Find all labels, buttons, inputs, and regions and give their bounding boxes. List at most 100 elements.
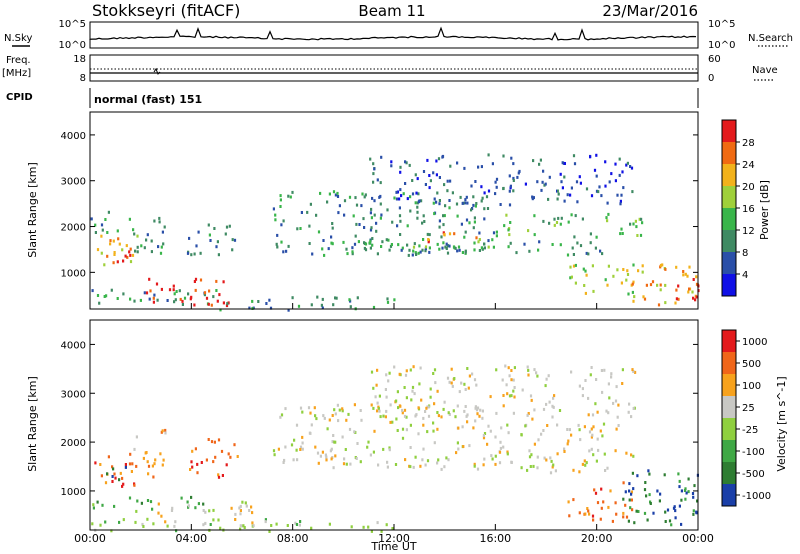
scatter-cell (545, 377, 548, 381)
scatter-cell (433, 212, 436, 216)
colorbar-swatch (722, 186, 736, 208)
scatter-cell (533, 442, 536, 446)
scatter-cell (386, 300, 390, 304)
scatter-cell (369, 453, 372, 457)
scatter-cell (433, 368, 437, 372)
scatter-cell (291, 296, 294, 300)
scatter-cell (538, 162, 541, 166)
scatter-cell (516, 175, 519, 179)
scatter-cell (664, 510, 667, 514)
scatter-cell (604, 184, 607, 188)
scatter-cell (512, 176, 515, 180)
scatter-cell (652, 511, 655, 515)
scatter-cell (376, 178, 379, 182)
scatter-cell (178, 289, 181, 293)
scatter-cell (622, 515, 625, 519)
scatter-cell (393, 365, 396, 369)
scatter-cell (625, 163, 628, 167)
scatter-cell (301, 410, 304, 414)
scatter-cell (416, 205, 419, 209)
scatter-cell (353, 242, 357, 246)
scatter-cell (208, 289, 211, 293)
scatter-cell (397, 243, 400, 247)
scatter-cell (490, 454, 493, 458)
nave-label: Nave (752, 65, 778, 76)
scatter-cell (595, 378, 598, 381)
scatter-cell (634, 370, 637, 374)
scatter-cell (168, 288, 172, 292)
scatter-cell (128, 462, 132, 466)
scatter-cell (461, 425, 464, 429)
scatter-cell (632, 222, 635, 226)
scatter-cell (631, 282, 634, 286)
scatter-cell (328, 192, 331, 196)
colorbar-frame (721, 329, 737, 507)
scatter-cell (343, 199, 347, 203)
station-title: Stokkseyri (fitACF) (92, 1, 240, 20)
beam-title: Beam 11 (358, 2, 425, 20)
scatter-cell (372, 162, 375, 166)
scatter-cell (388, 448, 391, 452)
scatter-cell (370, 216, 373, 220)
scatter-cell (334, 412, 337, 416)
scatter-cell (483, 191, 486, 195)
scatter-cell (128, 496, 132, 500)
scatter-cell (426, 158, 429, 162)
scatter-cell (563, 175, 566, 179)
power-panel: 1000 2000 3000 4000 Slant Range [km] 28 24 20… (26, 111, 771, 312)
scatter-cell (122, 292, 125, 296)
scatter-cell (105, 294, 108, 298)
scatter-cell (325, 455, 328, 459)
scatter-cell (344, 448, 347, 451)
scatter-cell (330, 447, 333, 451)
scatter-cell (643, 488, 647, 492)
scatter-cell (155, 282, 159, 286)
scatter-cell (419, 464, 422, 468)
scatter-cell (408, 248, 411, 252)
scatter-cell (371, 237, 374, 240)
scatter-cell (332, 434, 335, 437)
scatter-cell (553, 223, 556, 227)
scatter-cell (145, 291, 149, 295)
scatter-cell (113, 472, 116, 476)
scatter-cell (530, 398, 533, 402)
scatter-cell (659, 492, 662, 496)
y-tick-label: 3000 (61, 177, 86, 188)
scatter-cell (345, 418, 348, 422)
scatter-cell (556, 189, 559, 193)
scatter-cell (466, 201, 469, 205)
scatter-cell (274, 218, 277, 222)
scatter-cell (265, 302, 268, 305)
scatter-cell (405, 428, 408, 432)
scatter-cell (421, 458, 424, 462)
scatter-cell (561, 186, 564, 190)
scatter-cell (463, 409, 466, 413)
scatter-cell (444, 204, 447, 208)
scatter-cell (194, 288, 197, 292)
scatter-cell (326, 427, 329, 431)
scatter-cell (96, 294, 100, 297)
scatter-cell (420, 398, 423, 402)
scatter-cell (603, 452, 606, 456)
y-tick-label: 2000 (61, 223, 86, 234)
scatter-cell (506, 392, 509, 396)
scatter-cell (197, 230, 200, 234)
scatter-cell (443, 465, 446, 469)
scatter-cell (629, 506, 632, 510)
scatter-cell (296, 227, 299, 231)
scatter-cell (480, 246, 483, 250)
scatter-cell (307, 406, 311, 410)
scatter-cell (135, 509, 138, 513)
scatter-cell (389, 244, 393, 248)
scatter-cell (545, 402, 548, 406)
scatter-cell (276, 245, 279, 249)
scatter-cell (300, 211, 303, 214)
scatter-cell (568, 428, 571, 432)
noise-panel-frame (89, 21, 699, 49)
scatter-cell (672, 506, 676, 510)
scatter-cell (122, 518, 125, 522)
scatter-cell (146, 517, 149, 521)
scatter-cell (405, 369, 408, 373)
scatter-cell (508, 203, 512, 207)
scatter-cell (376, 409, 379, 413)
